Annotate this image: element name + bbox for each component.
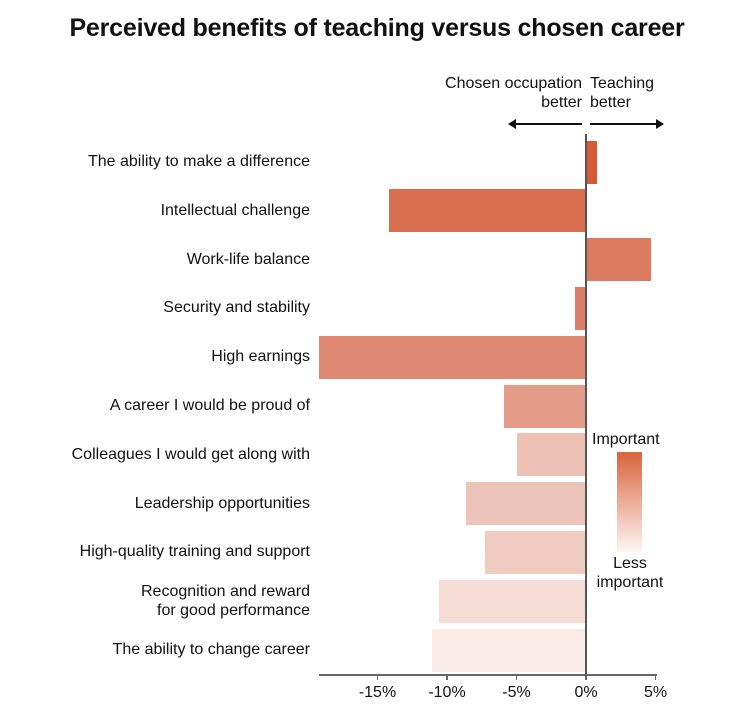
direction-left-line1: Chosen occupation: [445, 75, 582, 92]
legend-bottom-line1: Less: [613, 555, 647, 572]
legend-important-label: Important: [592, 431, 660, 448]
legend-less-important-label: Less important: [588, 554, 672, 592]
chart-title: Perceived benefits of teaching versus ch…: [69, 14, 685, 42]
category-label-line: Recognition and reward: [141, 583, 310, 601]
bar: [503, 384, 586, 428]
direction-right-line2: better: [590, 94, 631, 111]
bar: [466, 482, 586, 526]
direction-right-line1: Teaching: [590, 75, 655, 92]
category-label: A career I would be proud of: [109, 397, 310, 414]
arrow-right-icon: [590, 119, 664, 129]
legend-gradient: [617, 452, 642, 552]
x-tick-label: 5%: [643, 684, 668, 701]
x-tick: [446, 674, 448, 680]
bar: [438, 579, 586, 623]
zero-line: [585, 134, 587, 674]
bar: [319, 335, 586, 379]
bar: [586, 140, 598, 184]
x-axis: [319, 674, 657, 676]
bar: [484, 530, 586, 574]
x-tick-label: -10%: [428, 684, 466, 701]
bar: [388, 189, 586, 233]
category-label: Leadership opportunities: [134, 494, 310, 512]
x-tick: [654, 674, 657, 680]
x-tick: [515, 674, 518, 680]
category-label: Work-life balance: [186, 250, 310, 268]
x-tick-label: 0%: [574, 684, 598, 701]
bar: [431, 628, 586, 672]
x-tick-label: -5%: [502, 684, 531, 701]
category-label-line: for good performance: [157, 602, 310, 620]
bar: [516, 433, 586, 477]
category-label: Colleagues I would get along with: [71, 445, 310, 463]
x-tick: [376, 674, 379, 680]
legend-bottom-line2: important: [596, 574, 664, 591]
category-label: The ability to make a difference: [87, 153, 310, 170]
category-label: Recognition and reward for good performan…: [141, 582, 310, 620]
x-tick-label: -15%: [358, 684, 397, 701]
category-label: Security and stability: [163, 299, 310, 317]
category-label: The ability to change career: [112, 641, 310, 658]
bar: [574, 286, 586, 330]
direction-label-teaching: Teaching better: [590, 74, 654, 112]
bar: [586, 238, 652, 282]
direction-label-chosen-occupation: Chosen occupation better: [445, 74, 582, 112]
category-label: Intellectual challenge: [160, 201, 310, 219]
x-tick: [585, 674, 587, 680]
direction-left-line2: better: [541, 94, 582, 111]
category-label: High-quality training and support: [79, 543, 310, 561]
arrow-left-icon: [508, 119, 582, 129]
category-label: High earnings: [211, 348, 310, 366]
